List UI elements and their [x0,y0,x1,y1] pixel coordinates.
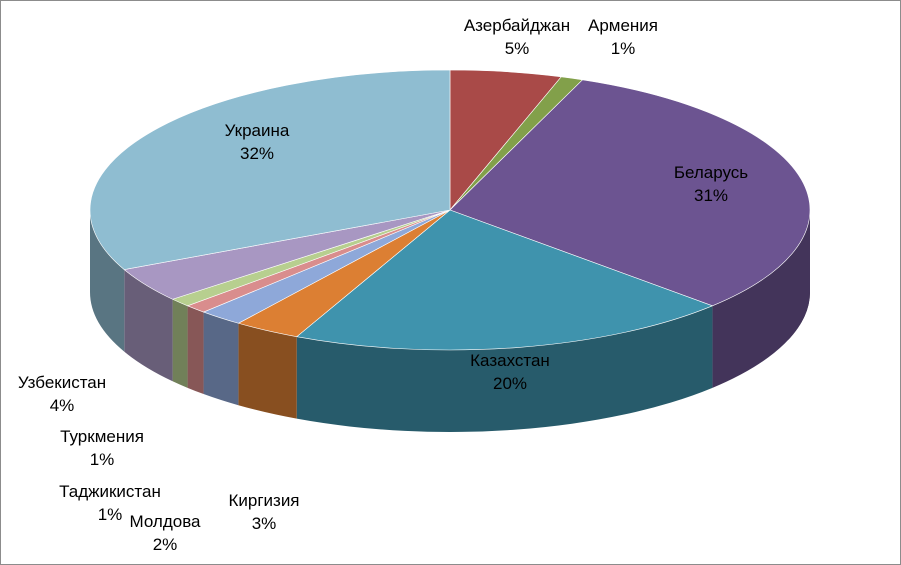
slice-label-9: Украина [225,121,290,140]
pie-tops [89,69,811,351]
slice-pct-9: 32% [240,144,274,163]
slice-label-7: Туркмения [60,427,144,446]
slice-pct-2: 31% [694,186,728,205]
pie-slice-2 [449,79,811,307]
slice-label-5: Молдова [129,512,201,531]
slice-label-3: Казахстан [470,351,550,370]
slice-label-0: Азербайджан [464,16,570,35]
pie-slice-3 [296,209,714,351]
slice-label-1: Армения [588,16,658,35]
pie-side-8 [124,269,173,382]
pie-sides [90,205,810,433]
pie-labels: Азербайджан 5% Армения 1% Беларусь 31% Казахст… [18,16,748,554]
slice-pct-4: 3% [252,514,277,533]
slice-label-8: Узбекистан [18,373,106,392]
pie-side-6 [187,305,204,395]
slice-pct-0: 5% [505,39,530,58]
slice-pct-7: 1% [90,450,115,469]
pie-side-4 [238,323,297,419]
slice-pct-3: 20% [493,374,527,393]
pie-slice-9 [89,69,451,270]
slice-label-4: Киргизия [228,491,299,510]
slice-pct-5: 2% [153,535,178,554]
pie-side-9 [90,210,125,352]
slice-label-6: Таджикистан [59,482,161,501]
pie-side-7 [172,299,188,388]
pie-side-3 [296,305,713,433]
slice-pct-1: 1% [611,39,636,58]
pie-side-5 [203,312,239,406]
slice-pct-8: 4% [50,396,75,415]
pie-side-2 [712,210,810,388]
slice-pct-6: 1% [98,505,123,524]
slice-label-2: Беларусь [674,163,748,182]
